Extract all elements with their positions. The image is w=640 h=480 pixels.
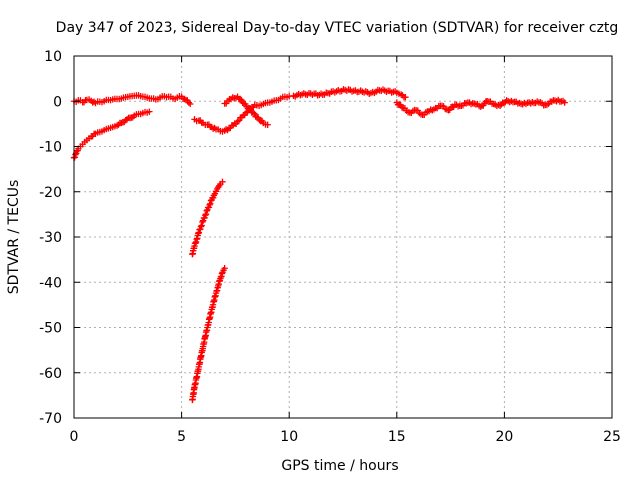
x-tick-label: 15 [388,429,406,445]
axis-ticks [73,55,613,419]
y-tick-label: -30 [39,230,62,246]
data-points [70,86,568,404]
grid-lines [74,56,612,418]
data-point [221,265,228,272]
data-point [221,127,228,134]
data-point [264,121,271,128]
data-point-fill [199,218,206,226]
data-point [187,100,194,108]
data-point [202,212,209,219]
x-tick-label: 10 [280,429,298,445]
y-tick-label: 0 [53,94,62,110]
data-point [402,93,409,101]
y-tick-label: -70 [39,411,62,427]
data-point [146,108,153,115]
data-point [234,118,241,125]
y-tick-label: -60 [39,366,62,382]
y-tick-label: -10 [39,140,62,156]
data-point-fill [185,99,192,106]
data-point [197,223,205,230]
data-point-fill [202,210,210,218]
data-point [242,109,250,116]
data-point-fill [123,116,131,123]
data-point-fill [207,200,214,207]
x-axis-title: GPS time / hours [281,458,398,474]
data-point-fill [72,151,79,158]
data-point-fill [249,109,257,116]
data-point-fill [238,96,245,104]
data-point-fill [89,99,96,106]
y-tick-label: -40 [39,275,62,291]
data-point-fill [251,110,258,117]
y-tick-label: -20 [39,185,62,201]
data-point-fill [242,100,249,108]
data-point [561,99,568,106]
y-tick-label: -50 [39,321,62,337]
x-tick-label: 20 [495,429,513,445]
chart-title: Day 347 of 2023, Sidereal Day-to-day VTE… [56,20,619,36]
data-point-fill [203,207,210,215]
data-point [118,119,125,127]
x-tick-label: 25 [603,429,621,445]
data-point [397,91,405,98]
y-tick-label: 10 [44,49,62,65]
data-point-fill [236,95,244,103]
data-point-fill [222,126,230,133]
data-point-fill [198,222,205,229]
data-point-fill [209,125,217,132]
data-point [206,201,213,209]
data-point-fill [235,117,243,124]
data-point [219,178,226,185]
y-axis-title: SDTVAR / TECUs [6,180,22,295]
tick-labels: 0 5 10 15 20 25 10 0 -10 -20 -30 -40 -50 -60 -70 [39,49,621,445]
x-tick-label: 0 [70,429,79,445]
data-point [113,122,121,129]
x-tick-label: 5 [177,429,186,445]
data-point [195,229,203,236]
data-point-fill [211,124,218,132]
data-point-fill [181,95,188,103]
